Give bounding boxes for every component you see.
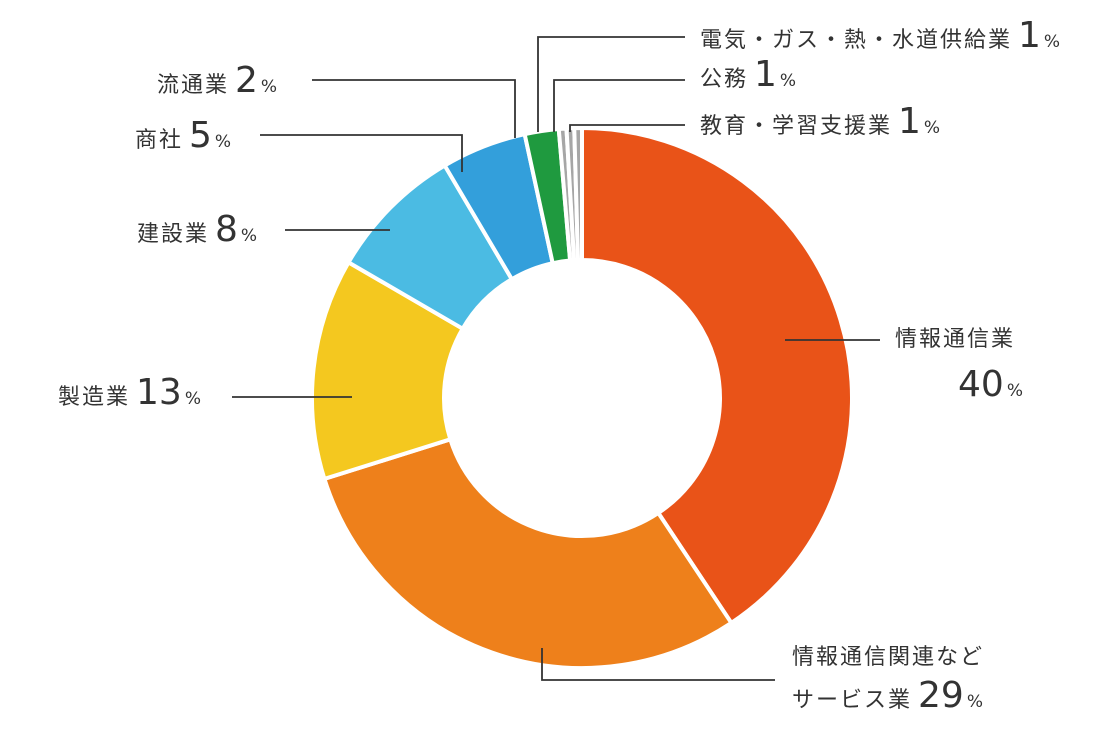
slice-label-6: 電気・ガス・熱・水道供給業 1% (537, 15, 1060, 132)
slice-value-0: 40% (958, 364, 1023, 405)
slice-value-3: 8 (215, 209, 238, 250)
slice-value-1: 29 (918, 675, 964, 716)
leader-line-4 (260, 134, 463, 172)
slice-value-5: 2 (235, 60, 258, 101)
slice-name-4-text: 商社 (135, 128, 183, 153)
slice-unit-5: % (261, 77, 277, 97)
slice-value-6: 1 (1018, 15, 1041, 56)
slice-name-8: 教育・学習支援業 1% (700, 101, 940, 142)
slice-2 (310, 259, 466, 482)
slice-unit-6: % (1044, 32, 1060, 52)
slice-value-8: 1 (898, 101, 921, 142)
slice-label-0: 情報通信業 40% (785, 327, 1023, 405)
slice-name-5: 流通業 2% (157, 60, 277, 101)
slice-name-2: 製造業 13% (58, 372, 201, 413)
slice-unit-2: % (185, 389, 201, 409)
slice-name-6-text: 電気・ガス・熱・水道供給業 (700, 28, 1012, 53)
slice-label-5: 流通業 2% (157, 60, 516, 138)
slice-label-8: 教育・学習支援業 1% (569, 101, 940, 142)
slice-unit-3: % (241, 226, 257, 246)
slice-value-7: 1 (754, 54, 777, 95)
slice-label-2: 製造業 13% (58, 372, 352, 413)
slice-value-4: 5 (189, 115, 212, 156)
slice-name-1-line2: サービス業 29% (792, 675, 983, 716)
slice-name-2-text: 製造業 (58, 385, 130, 410)
slice-value-0-number: 40 (958, 364, 1004, 405)
slice-name-1-text: サービス業 (792, 688, 912, 713)
slice-8 (572, 125, 584, 263)
slice-0 (580, 125, 854, 626)
slice-name-1-line1: 情報通信関連など (792, 645, 984, 670)
slice-name-8-text: 教育・学習支援業 (700, 114, 892, 139)
slice-label-7: 公務 1% (553, 54, 796, 132)
slice-name-0: 情報通信業 (895, 327, 1015, 352)
leader-line-7 (553, 79, 685, 132)
leader-line-6 (537, 36, 685, 132)
slice-unit-1: % (967, 692, 983, 712)
slice-unit-8: % (924, 118, 940, 138)
slice-unit-7: % (780, 71, 796, 91)
slice-name-3: 建設業 8% (137, 209, 257, 250)
slices-group (310, 125, 854, 670)
leader-line-8 (569, 124, 685, 132)
leader-line-5 (312, 79, 516, 138)
leader-line-1 (541, 648, 775, 681)
slice-unit-4: % (215, 132, 231, 152)
slice-name-5-text: 流通業 (157, 73, 229, 98)
slice-label-4: 商社 5% (135, 115, 463, 172)
slice-name-4: 商社 5% (135, 115, 231, 156)
slice-1 (321, 436, 735, 670)
slice-name-7-text: 公務 (700, 67, 748, 92)
slice-label-3: 建設業 8% (137, 209, 390, 250)
slice-value-2: 13 (136, 372, 182, 413)
slice-name-6: 電気・ガス・熱・水道供給業 1% (700, 15, 1060, 56)
slice-name-3-text: 建設業 (137, 222, 209, 247)
slice-name-7: 公務 1% (700, 54, 796, 95)
slice-value-0-unit: % (1007, 381, 1023, 401)
